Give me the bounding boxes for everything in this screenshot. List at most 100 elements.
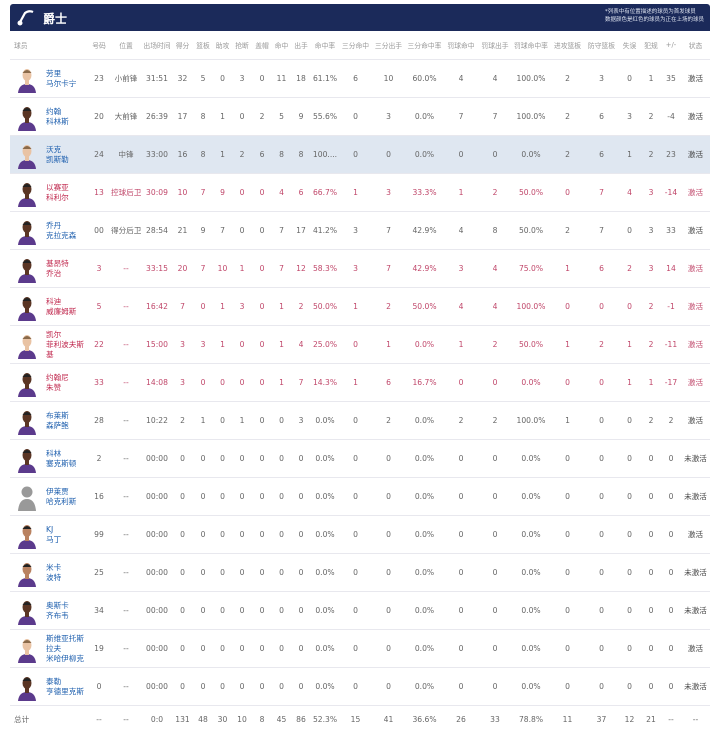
stat-cell: 00:00 [142,668,172,706]
stat-cell: 20 [172,250,193,288]
column-header[interactable]: 状态 [681,31,710,60]
stat-cell: 2 [172,402,193,440]
stat-cell: 6 [585,98,618,136]
column-header[interactable]: 犯规 [641,31,661,60]
column-header[interactable]: 命中率 [311,31,339,60]
player-name-link[interactable]: 劳里马尔卡宁 [46,69,87,89]
stat-cell: 0.0% [311,668,339,706]
player-name-link[interactable]: 奥斯卡齐布韦 [46,601,87,621]
stat-cell: 00 [88,212,110,250]
stat-cell: 3 [641,174,661,212]
column-header[interactable]: 助攻 [213,31,232,60]
stat-cell: 0 [372,630,405,668]
column-header[interactable]: 篮板 [193,31,213,60]
column-header[interactable]: 盖帽 [252,31,272,60]
stat-cell: 中锋 [110,136,142,174]
player-name-link[interactable]: 约翰尼朱赞 [46,373,87,393]
player-name-link[interactable]: 布莱斯森萨鲍 [46,411,87,431]
stat-cell: 100.0% [512,402,550,440]
totals-cell: 10 [232,706,252,732]
column-header[interactable]: +/- [661,31,681,60]
player-name-link[interactable]: 泰勒亨德里克斯 [46,677,87,697]
column-header[interactable]: 抢断 [232,31,252,60]
stat-cell: 0 [232,174,252,212]
stat-cell: 0 [213,478,232,516]
stat-cell: 0.0% [311,402,339,440]
column-header[interactable]: 出手 [291,31,311,60]
stat-cell: 0 [661,630,681,668]
stat-cell: 30:09 [142,174,172,212]
column-header[interactable]: 三分命中 [339,31,372,60]
column-header[interactable]: 进攻篮板 [550,31,585,60]
stat-cell: 0 [478,668,512,706]
stat-cell: 0.0% [405,136,444,174]
stat-cell: 0 [272,592,291,630]
stat-cell: 0 [339,592,372,630]
player-first-name: 以赛亚 [46,183,87,193]
player-name-link[interactable]: 沃克凯斯勒 [46,145,87,165]
column-header[interactable]: 位置 [110,31,142,60]
player-last-name: 科利尔 [46,193,87,203]
column-header[interactable]: 三分出手 [372,31,405,60]
stat-cell: 0 [641,592,661,630]
totals-cell: 52.3% [311,706,339,732]
column-header[interactable]: 球员 [10,31,88,60]
column-header[interactable]: 罚球命中 [444,31,478,60]
stat-cell: 0 [444,440,478,478]
column-header[interactable]: 失误 [618,31,641,60]
player-name-link[interactable]: 伊莱贾哈克利斯 [46,487,87,507]
column-header[interactable]: 三分命中率 [405,31,444,60]
stat-cell: 6 [291,174,311,212]
stat-cell: 50.0% [311,288,339,326]
player-headshot [16,255,38,283]
column-header[interactable]: 罚球出手 [478,31,512,60]
stat-cell: 3 [232,60,252,98]
stat-cell: 6 [585,136,618,174]
player-name-link[interactable]: 科迪威廉姆斯 [46,297,87,317]
stat-cell: 0 [172,516,193,554]
stat-cell: 0 [172,440,193,478]
stat-cell: 3 [88,250,110,288]
player-name-link[interactable]: 约翰科林斯 [46,107,87,127]
stat-cell: 4 [444,212,478,250]
player-name-link[interactable]: 科林塞克斯顿 [46,449,87,469]
player-name-link[interactable]: 斯维亚托斯拉夫米哈伊柳克 [46,634,87,664]
player-name-link[interactable]: 基昂特乔治 [46,259,87,279]
stat-cell: 3 [618,98,641,136]
column-header[interactable]: 出场时间 [142,31,172,60]
stat-cell: -- [110,630,142,668]
stat-cell: 0 [252,554,272,592]
player-name-link[interactable]: 米卡波特 [46,563,87,583]
player-name-link[interactable]: 凯尔菲利波夫斯基 [46,330,87,360]
player-headshot [16,179,38,207]
column-header[interactable]: 得分 [172,31,193,60]
player-first-name: 布莱斯 [46,411,87,421]
player-name-link[interactable]: 以赛亚科利尔 [46,183,87,203]
stat-cell: 42.9% [405,212,444,250]
column-header[interactable]: 命中 [272,31,291,60]
column-header[interactable]: 防守篮板 [585,31,618,60]
column-header[interactable]: 号码 [88,31,110,60]
player-name-link[interactable]: 乔丹克拉克森 [46,221,87,241]
stat-cell: 17 [291,212,311,250]
column-header[interactable]: 罚球命中率 [512,31,550,60]
stat-cell: 16 [172,136,193,174]
